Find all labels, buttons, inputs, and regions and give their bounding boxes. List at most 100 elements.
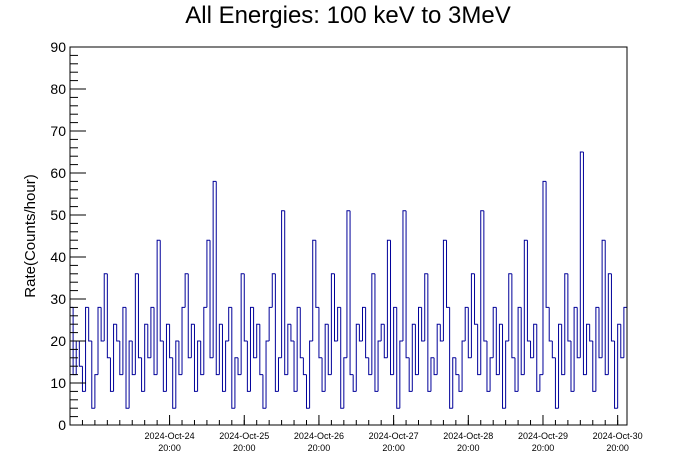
histogram-bin: [253, 307, 257, 359]
histogram-bin: [281, 210, 285, 358]
histogram-bin: [461, 340, 466, 392]
histogram-bin: [178, 341, 183, 376]
histogram-bin: [399, 340, 403, 409]
histogram-bin: [433, 357, 438, 376]
histogram-bin: [579, 151, 584, 358]
histogram-bin: [237, 357, 242, 376]
histogram-bin: [277, 357, 282, 392]
histogram-bin: [439, 324, 444, 342]
histogram-bin: [371, 273, 375, 375]
histogram-bin: [78, 341, 83, 367]
histogram-bin: [162, 341, 167, 392]
histogram-bin: [209, 240, 214, 359]
histogram-bin: [274, 273, 279, 392]
histogram-bin: [81, 366, 86, 392]
histogram-bin: [134, 273, 139, 375]
histogram-bin: [526, 240, 531, 342]
histogram-bin: [402, 210, 407, 341]
histogram-bin: [604, 240, 609, 376]
histogram-bin: [206, 239, 211, 308]
y-tick-label: 20: [50, 333, 66, 349]
histogram-bin: [576, 307, 581, 359]
histogram-bin: [505, 340, 509, 409]
histogram-bin: [573, 306, 578, 392]
histogram-bin: [88, 307, 92, 342]
histogram-bin: [390, 240, 394, 376]
histogram-bin: [405, 210, 410, 359]
data-bars: [70, 151, 627, 409]
histogram-bin: [153, 307, 158, 376]
histogram-bin: [125, 307, 130, 409]
histogram-bin: [190, 323, 195, 358]
histogram-bin: [249, 306, 254, 392]
y-tick-label: 50: [50, 207, 66, 223]
histogram-bin: [474, 273, 478, 325]
histogram-bin: [421, 307, 425, 342]
histogram-bin: [187, 273, 192, 359]
histogram-bin: [197, 340, 201, 392]
histogram-bin: [495, 307, 500, 376]
histogram-bin: [362, 306, 366, 341]
histogram-bin: [446, 240, 450, 308]
histogram-bin: [144, 323, 148, 392]
histogram-bin: [156, 239, 161, 375]
histogram-bin: [175, 340, 179, 409]
histogram-bin: [315, 240, 319, 308]
histogram-bin: [418, 306, 422, 375]
chart-title: All Energies: 100 keV to 3MeV: [185, 2, 511, 29]
histogram-bin: [517, 306, 522, 392]
histogram-bin: [103, 273, 108, 341]
histogram-bin: [293, 341, 298, 392]
histogram-bin: [393, 306, 397, 375]
histogram-bin: [380, 323, 385, 341]
y-tick-label: 90: [50, 39, 66, 55]
histogram-bin: [256, 323, 260, 358]
histogram-bin: [234, 357, 239, 409]
histogram-bin: [480, 210, 484, 375]
x-tick-label-time: 20:00: [532, 443, 555, 453]
histogram-bin: [221, 324, 226, 392]
histogram-bin: [614, 341, 618, 409]
histogram-bin: [374, 273, 379, 392]
histogram-bin: [458, 374, 463, 392]
histogram-bin: [530, 341, 534, 359]
histogram-bin: [218, 323, 223, 375]
histogram-bin: [467, 307, 472, 359]
histogram-bin: [159, 240, 164, 342]
histogram-bin: [184, 273, 189, 308]
histogram-bin: [414, 324, 419, 376]
histogram-bin: [424, 273, 428, 341]
histogram-bin: [470, 273, 475, 358]
histogram-bin: [165, 323, 170, 392]
histogram-bin: [228, 306, 232, 341]
histogram-bin: [287, 323, 291, 375]
histogram-bin: [511, 273, 515, 359]
histogram-bin: [411, 323, 416, 392]
histogram-bin: [97, 306, 102, 375]
histogram-bin: [106, 273, 111, 359]
histogram-bin: [119, 341, 123, 376]
histogram-bin: [215, 181, 220, 376]
histogram-bin: [324, 323, 329, 392]
histogram-bin: [586, 323, 590, 375]
histogram-bin: [128, 340, 133, 409]
histogram-bin: [567, 273, 571, 342]
y-tick-label: 80: [50, 81, 66, 97]
histogram-bin: [430, 357, 435, 392]
histogram-bin: [343, 357, 347, 409]
histogram-bin: [610, 273, 615, 342]
histogram-bin: [284, 210, 288, 376]
histogram-bin: [464, 306, 469, 341]
histogram-bin: [551, 341, 556, 359]
histogram-bin: [396, 307, 400, 409]
histogram-bin: [321, 357, 326, 392]
histogram-bin: [113, 323, 117, 392]
histogram-bin: [514, 357, 519, 392]
histogram-bin: [137, 273, 142, 359]
histogram-bin: [449, 307, 453, 409]
histogram-bin: [386, 239, 391, 358]
histogram-bin: [243, 273, 248, 342]
histogram-bin: [212, 180, 217, 358]
x-tick-label-date: 2024-Oct-27: [369, 431, 419, 441]
histogram-bin: [91, 341, 95, 409]
